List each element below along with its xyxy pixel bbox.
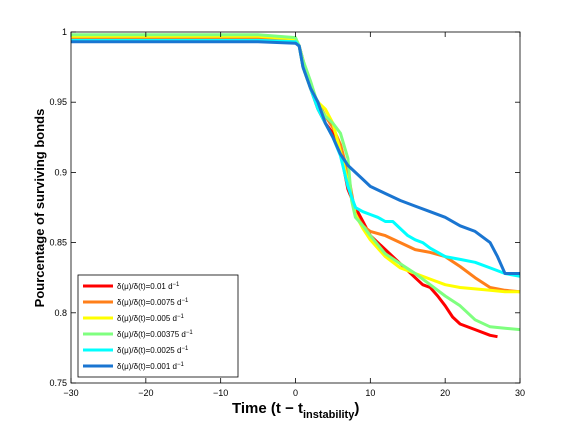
x-axis-title: Time (t − tinstability) xyxy=(232,400,359,421)
y-axis-title: Pourcentage of surviving bonds xyxy=(32,109,47,308)
y-tick-label: 0.95 xyxy=(49,97,67,107)
series-layer xyxy=(71,33,521,339)
series-line-6 xyxy=(71,40,520,275)
legend-label: δ(μ)/δ(t)=0.001 d−1 xyxy=(117,362,184,371)
legend-label: δ(μ)/δ(t)=0.0075 d−1 xyxy=(117,298,189,307)
x-axis-title-end: ) xyxy=(354,400,359,417)
x-tick-label: 20 xyxy=(440,388,450,398)
legend-label: δ(μ)/δ(t)=0.01 d−1 xyxy=(117,282,180,291)
legend-label: δ(μ)/δ(t)=0.005 d−1 xyxy=(117,314,184,323)
legend-box xyxy=(77,274,239,378)
x-tick-label: 30 xyxy=(515,388,525,398)
x-tick-label: 0 xyxy=(293,388,298,398)
y-tick-label: 1 xyxy=(62,27,67,37)
ticks-layer: −30 −20 −10 0 10 20 30 0.75 0.8 0.85 0.9 0.95 1 xyxy=(49,27,525,398)
y-tick-label: 0.8 xyxy=(54,308,67,318)
legend-label: δ(μ)/δ(t)=0.0025 d−1 xyxy=(117,346,189,355)
legend: δ(μ)/δ(t)=0.01 d−1 δ(μ)/δ(t)=0.0075 d−1 δ(… xyxy=(77,274,239,378)
legend-label: δ(μ)/δ(t)=0.00375 d−1 xyxy=(117,330,193,339)
y-tick-label: 0.9 xyxy=(54,167,67,177)
y-tick-label: 0.85 xyxy=(49,238,67,248)
y-tick-label: 0.75 xyxy=(49,378,67,388)
x-tick-label: −20 xyxy=(138,388,153,398)
x-axis-title-main: Time (t − t xyxy=(232,400,303,417)
x-tick-label: −10 xyxy=(213,388,228,398)
x-tick-label: 10 xyxy=(365,388,375,398)
x-axis-title-sub: instability xyxy=(303,409,355,421)
x-tick-label: −30 xyxy=(63,388,78,398)
